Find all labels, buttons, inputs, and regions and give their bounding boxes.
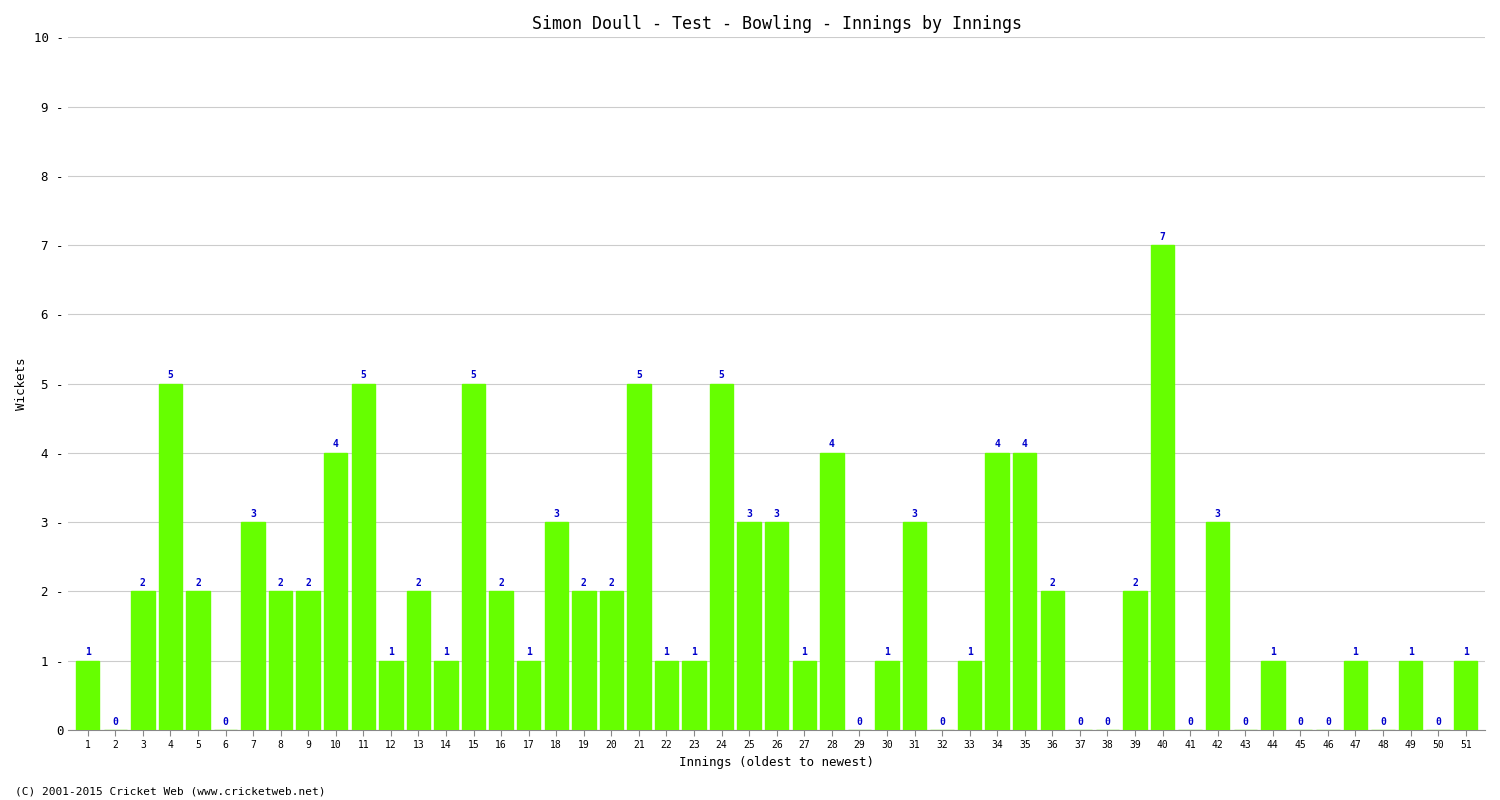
Text: 1: 1	[1407, 647, 1413, 658]
Bar	[682, 661, 705, 730]
Text: 0: 0	[856, 717, 862, 726]
Bar	[656, 661, 678, 730]
Text: 1: 1	[801, 647, 807, 658]
Text: 0: 0	[1324, 717, 1330, 726]
Bar	[874, 661, 898, 730]
Text: 2: 2	[306, 578, 310, 588]
Bar	[1206, 522, 1230, 730]
Text: 2: 2	[498, 578, 504, 588]
Bar	[1262, 661, 1284, 730]
Bar	[1344, 661, 1366, 730]
Bar	[130, 591, 154, 730]
Bar	[242, 522, 266, 730]
Bar	[406, 591, 430, 730]
Text: 0: 0	[1077, 717, 1083, 726]
Text: 1: 1	[1462, 647, 1468, 658]
Text: 1: 1	[1270, 647, 1275, 658]
Text: 5: 5	[168, 370, 174, 380]
Text: 1: 1	[692, 647, 698, 658]
Text: 1: 1	[663, 647, 669, 658]
Bar	[738, 522, 760, 730]
Text: 2: 2	[609, 578, 615, 588]
Text: 2: 2	[416, 578, 422, 588]
Text: 2: 2	[580, 578, 586, 588]
Text: 2: 2	[140, 578, 146, 588]
Bar	[1400, 661, 1422, 730]
Bar	[76, 661, 99, 730]
Bar	[600, 591, 622, 730]
Text: 3: 3	[912, 509, 918, 518]
Text: 5: 5	[360, 370, 366, 380]
Bar	[435, 661, 457, 730]
Bar	[186, 591, 210, 730]
Text: 0: 0	[222, 717, 228, 726]
Bar	[821, 453, 843, 730]
Bar	[710, 384, 734, 730]
Text: 1: 1	[86, 647, 90, 658]
Bar	[1041, 591, 1064, 730]
Text: 3: 3	[774, 509, 780, 518]
Bar	[297, 591, 320, 730]
Text: 4: 4	[333, 439, 339, 450]
Text: 3: 3	[1215, 509, 1221, 518]
Bar	[268, 591, 292, 730]
Text: 1: 1	[442, 647, 448, 658]
Text: 0: 0	[1104, 717, 1110, 726]
Text: 1: 1	[1353, 647, 1359, 658]
Text: 1: 1	[966, 647, 972, 658]
Text: 0: 0	[1298, 717, 1304, 726]
Bar	[958, 661, 981, 730]
Bar	[489, 591, 513, 730]
Bar	[903, 522, 926, 730]
Bar	[518, 661, 540, 730]
Bar	[351, 384, 375, 730]
Text: 5: 5	[636, 370, 642, 380]
Text: 3: 3	[746, 509, 752, 518]
Bar	[380, 661, 402, 730]
Text: 1: 1	[525, 647, 531, 658]
Text: 2: 2	[1050, 578, 1054, 588]
Bar	[627, 384, 651, 730]
Text: 0: 0	[112, 717, 118, 726]
Text: 1: 1	[388, 647, 394, 658]
Bar	[324, 453, 348, 730]
Bar	[1150, 245, 1174, 730]
Text: 3: 3	[554, 509, 560, 518]
Bar	[159, 384, 182, 730]
Text: 0: 0	[939, 717, 945, 726]
Text: 0: 0	[1242, 717, 1248, 726]
Text: 1: 1	[884, 647, 890, 658]
Text: 0: 0	[1186, 717, 1192, 726]
Bar	[986, 453, 1010, 730]
Text: 5: 5	[718, 370, 724, 380]
Bar	[1454, 661, 1478, 730]
Text: 0: 0	[1380, 717, 1386, 726]
Text: 3: 3	[251, 509, 257, 518]
Bar	[765, 522, 789, 730]
Bar	[572, 591, 596, 730]
Text: 0: 0	[1436, 717, 1442, 726]
Text: 5: 5	[471, 370, 477, 380]
Text: 4: 4	[994, 439, 1000, 450]
Text: 2: 2	[195, 578, 201, 588]
Bar	[1013, 453, 1036, 730]
Text: 4: 4	[1022, 439, 1028, 450]
Bar	[1124, 591, 1146, 730]
Text: 2: 2	[278, 578, 284, 588]
Text: 4: 4	[830, 439, 836, 450]
Text: (C) 2001-2015 Cricket Web (www.cricketweb.net): (C) 2001-2015 Cricket Web (www.cricketwe…	[15, 786, 326, 796]
X-axis label: Innings (oldest to newest): Innings (oldest to newest)	[680, 756, 874, 769]
Bar	[462, 384, 486, 730]
Y-axis label: Wickets: Wickets	[15, 358, 28, 410]
Text: 7: 7	[1160, 232, 1166, 242]
Title: Simon Doull - Test - Bowling - Innings by Innings: Simon Doull - Test - Bowling - Innings b…	[531, 15, 1022, 33]
Text: 2: 2	[1132, 578, 1138, 588]
Bar	[792, 661, 816, 730]
Bar	[544, 522, 568, 730]
